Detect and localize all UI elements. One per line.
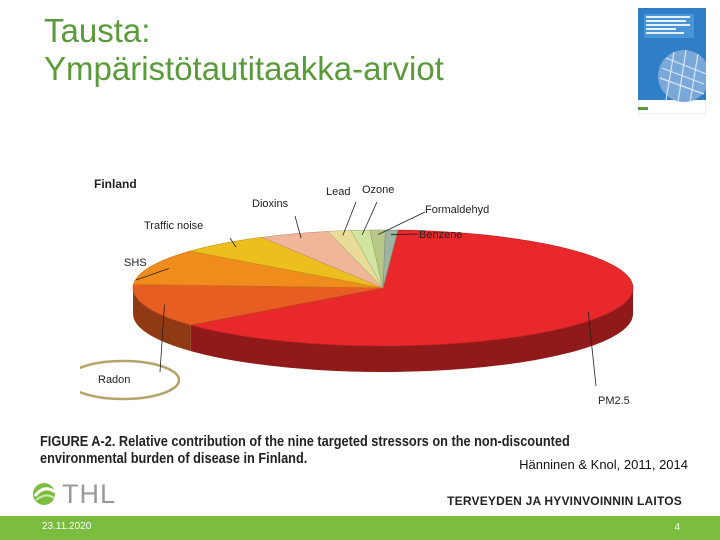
leader-line-benzene [391, 233, 419, 236]
page-number: 4 [674, 522, 680, 533]
leader-line-radon [159, 304, 165, 373]
citation: Hänninen & Knol, 2011, 2014 [519, 457, 688, 472]
leader-line-dioxins [294, 215, 302, 239]
pie-slice-benzene [382, 229, 399, 289]
slide-title: Tausta: Ympäristötautitaakka-arviot [44, 12, 444, 88]
report-cover-thumbnail [638, 8, 706, 114]
leader-line-ozone [361, 201, 378, 236]
logo-text: THL [62, 478, 117, 509]
chart-title: Finland [94, 177, 137, 191]
pie-labels: PM2.5 Radon SHS Traffic noise Dioxins Lead Ozo… [98, 184, 630, 407]
pie-3d-sides [133, 288, 633, 373]
pie-chart: Finland PM2.5 Radon SHS Traffic noise Dioxin… [80, 177, 634, 407]
pie-label-ozone: Ozone [362, 184, 394, 196]
pie-label-benzene: Benzene [419, 229, 462, 241]
title-line-1: Tausta: [44, 12, 151, 49]
thl-logo: THL [30, 478, 130, 510]
pie-slices [132, 229, 634, 347]
pie-side-radon [133, 288, 191, 352]
footer-bar: 23.11.2020 4 [0, 516, 720, 540]
thl-swirl-icon [33, 483, 56, 505]
leader-line-traffic-noise [229, 237, 237, 248]
pie-label-dioxins: Dioxins [252, 198, 289, 210]
pie-label-radon: Radon [98, 374, 130, 386]
institute-name: TERVEYDEN JA HYVINVOINNIN LAITOS [447, 494, 682, 508]
leader-line-pm2-5 [587, 312, 597, 387]
leader-line-lead [342, 201, 357, 236]
slide-date: 23.11.2020 [42, 521, 92, 532]
figure-caption: FIGURE A-2. Relative contribution of the… [40, 434, 570, 467]
pie-side-pm2-5 [190, 288, 633, 373]
title-line-2: Ympäristötautitaakka-arviot [44, 50, 444, 87]
pie-label-pm2-5: PM2.5 [598, 395, 630, 407]
pie-slice-radon [132, 284, 384, 326]
leader-line-shs [135, 268, 170, 281]
leader-line-formaldehyd [377, 211, 426, 236]
pie-label-lead: Lead [326, 186, 350, 198]
radon-highlight-ellipse [80, 359, 181, 401]
pie-slice-shs [133, 250, 384, 289]
pie-label-formaldehyd: Formaldehyd [425, 204, 489, 216]
pie-slice-pm2-5 [190, 229, 634, 347]
pie-label-traffic-noise: Traffic noise [144, 220, 203, 232]
pie-label-shs: SHS [124, 257, 147, 269]
